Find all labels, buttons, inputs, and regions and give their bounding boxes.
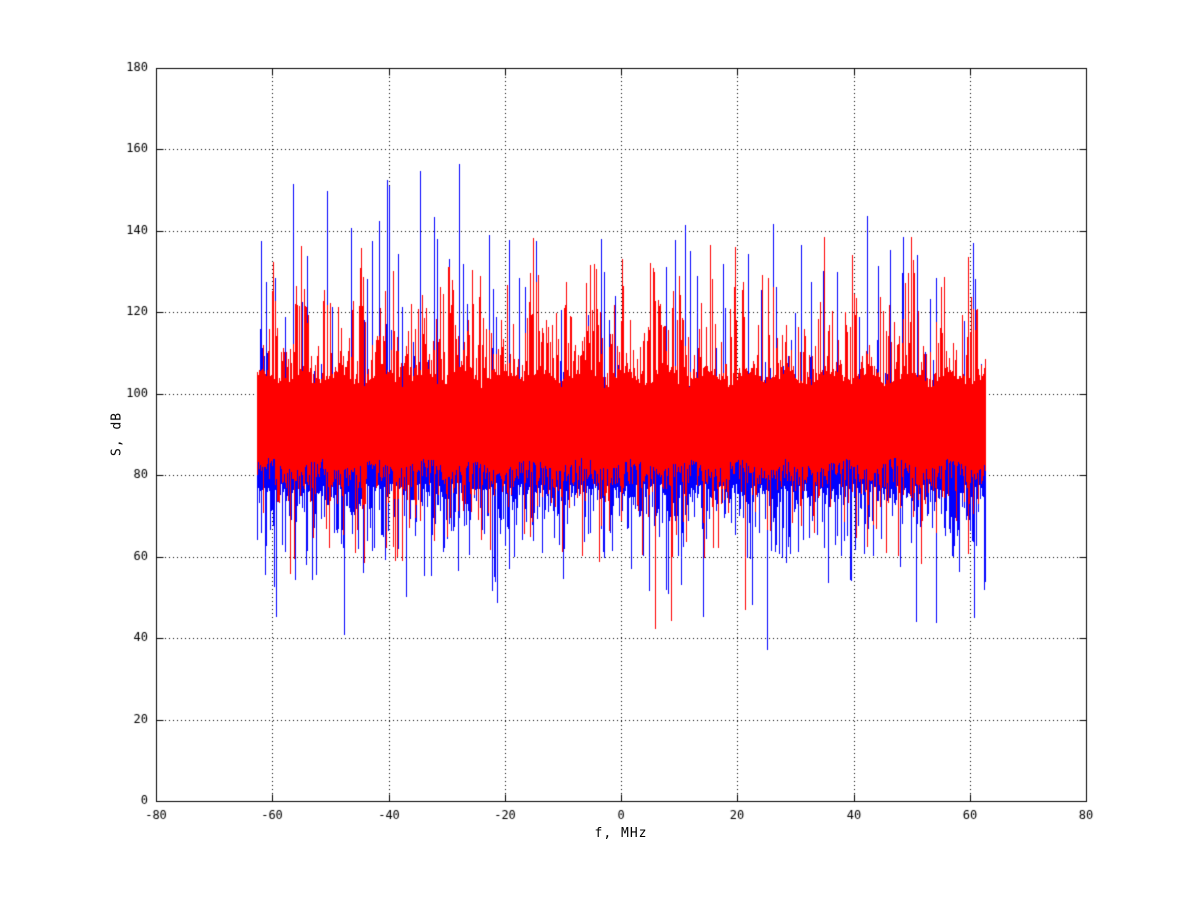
- y-axis-label: S, dB: [109, 411, 125, 457]
- x-axis-label: f, MHz: [594, 826, 648, 841]
